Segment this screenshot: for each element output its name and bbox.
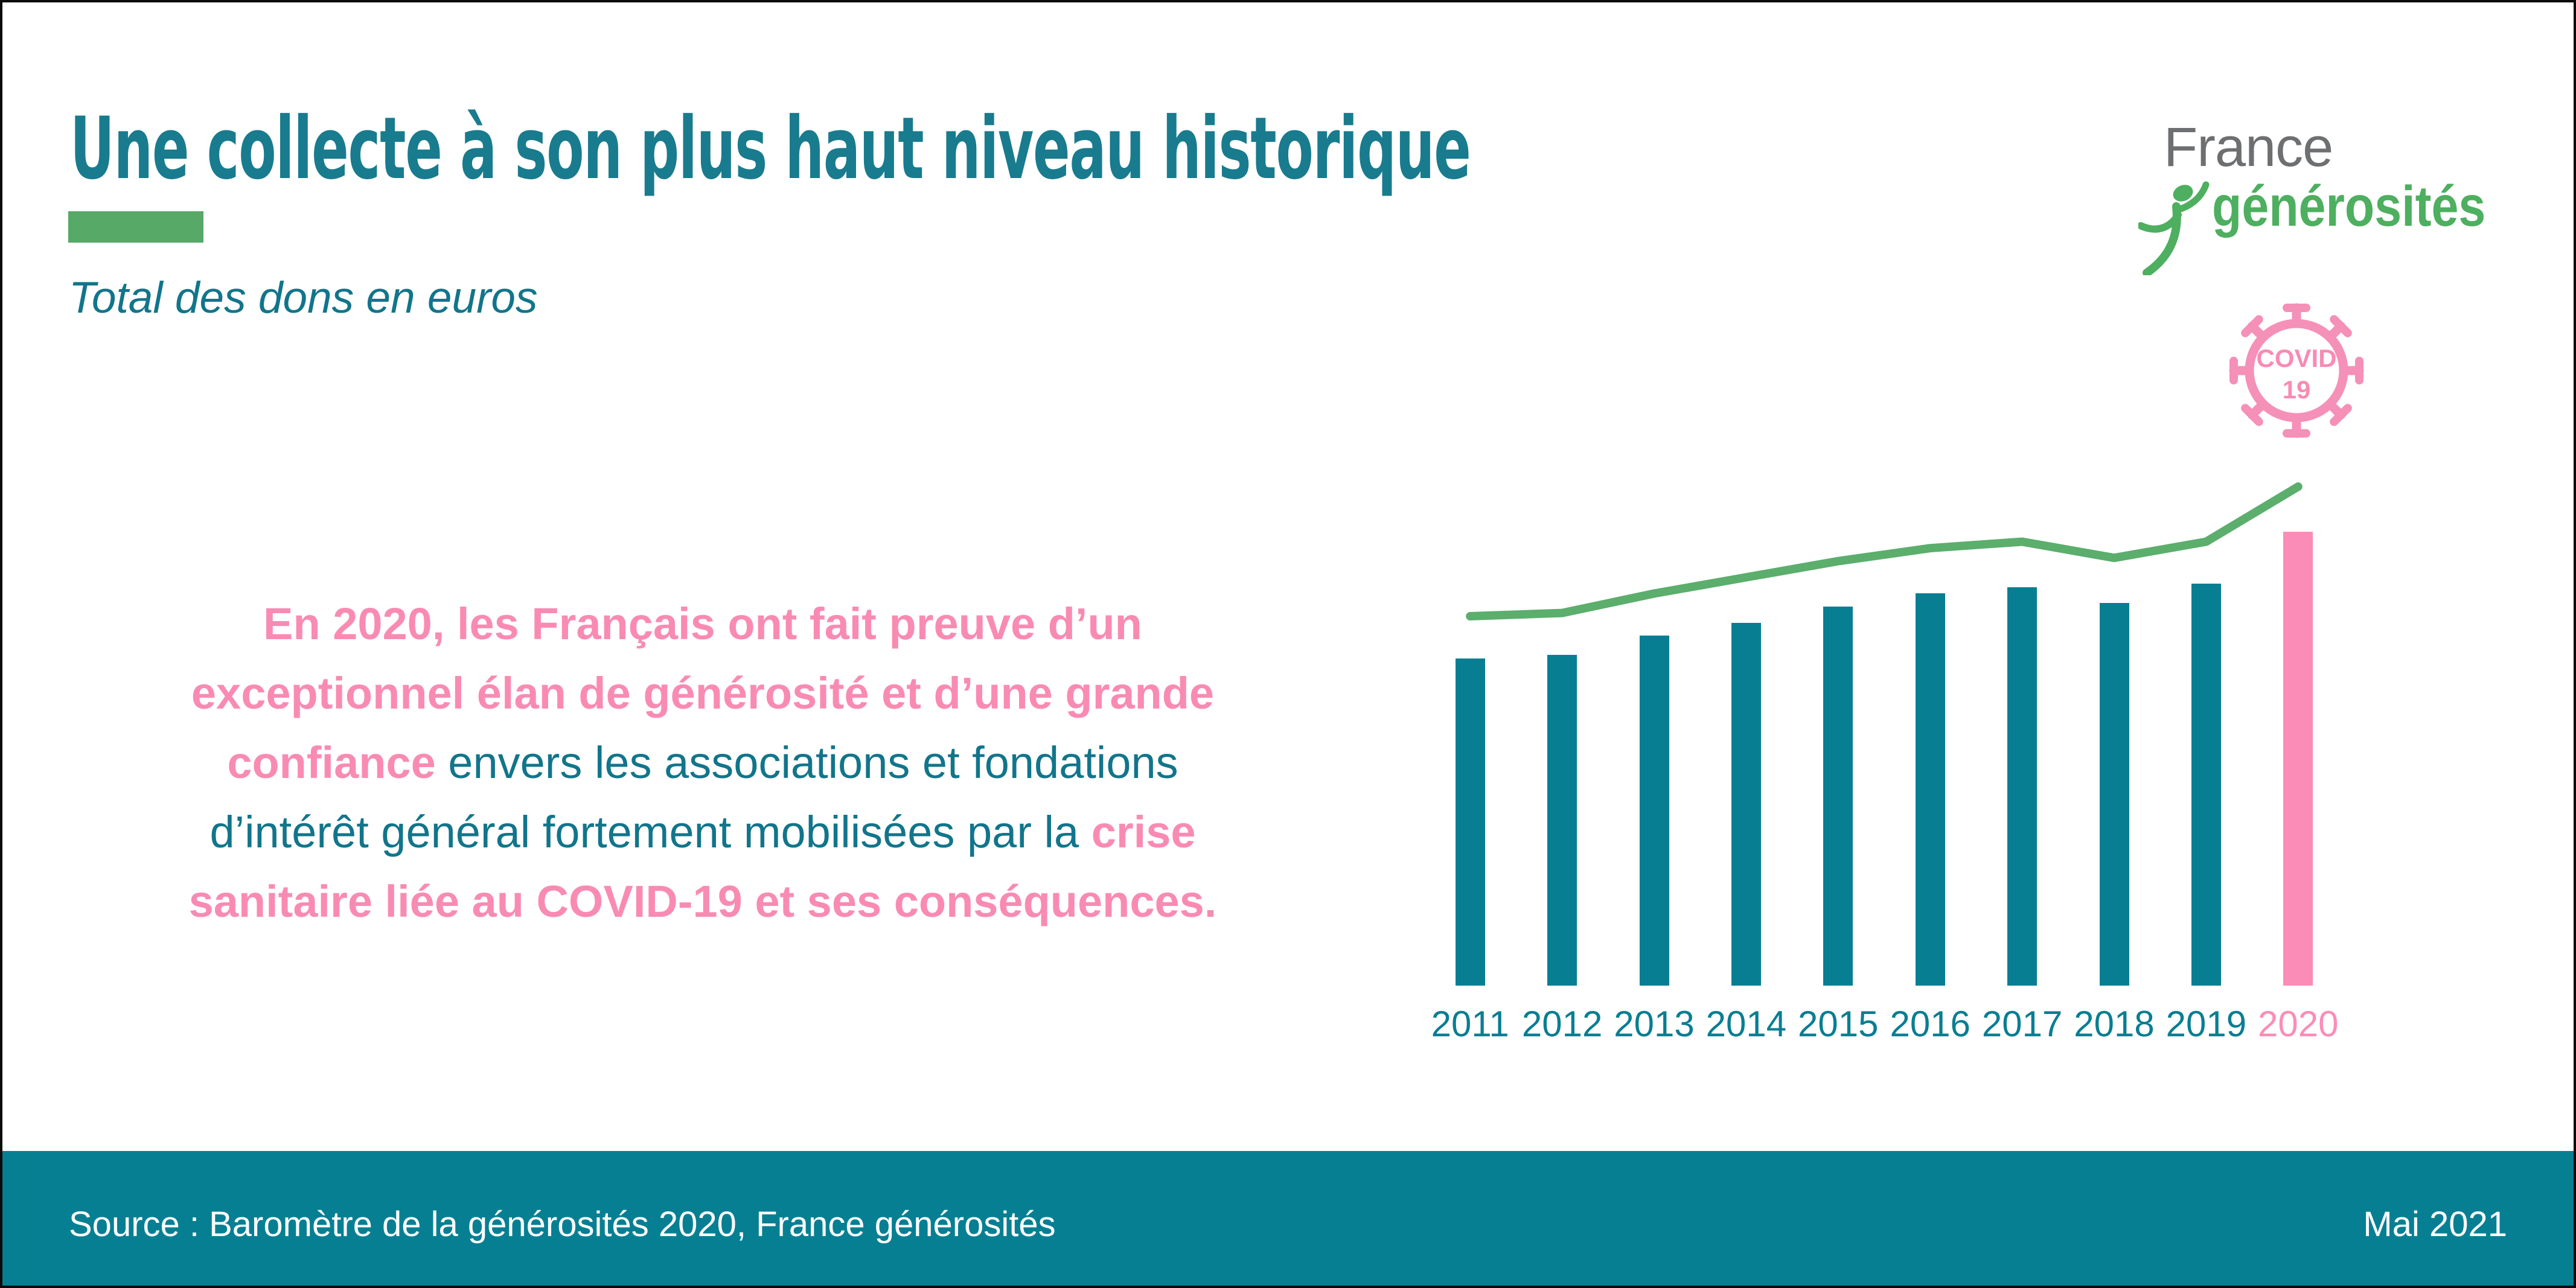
x-label-2019: 2019 xyxy=(2165,1004,2247,1044)
x-label-2020: 2020 xyxy=(2258,1004,2339,1044)
chart-x-axis-labels: 2011 2012 2013 2014 2015 2016 2017 2018 2019 2020 xyxy=(1424,1006,2344,1054)
source-text: Source : Baromètre de la générosités 202… xyxy=(69,1205,1056,1244)
lead-text-segment: sanitaire liée au COVID-19 et ses conséq… xyxy=(188,876,1217,926)
bar-2012 xyxy=(1547,655,1577,986)
title-underline-block xyxy=(68,211,203,243)
date-text: Mai 2021 xyxy=(2363,1205,2507,1244)
footer-band: Source : Baromètre de la générosités 202… xyxy=(2,1151,2574,1286)
bar-2018 xyxy=(2099,603,2129,986)
x-label-2016: 2016 xyxy=(1890,1004,1970,1044)
covid-badge-number: 19 xyxy=(2283,375,2311,404)
x-label-2013: 2013 xyxy=(1614,1004,1695,1044)
x-label-2014: 2014 xyxy=(1705,1004,1787,1044)
france-generosites-logo: France générosités xyxy=(2138,111,2525,286)
lead-text-segment: confiance xyxy=(227,738,436,788)
trend-line xyxy=(1466,482,2303,620)
logo-text-france: France xyxy=(2164,116,2333,178)
page-title: Une collecte à son plus haut niveau hist… xyxy=(70,99,1471,199)
covid-19-virus-icon: COVID 19 xyxy=(2229,303,2364,438)
lead-text-segment: exceptionnel élan de générosité et d’une… xyxy=(191,668,1215,718)
bar-2017 xyxy=(2007,587,2037,986)
bar-2011 xyxy=(1455,658,1485,986)
covid-badge-text: COVID xyxy=(2256,344,2336,372)
lead-text-segment: En 2020, les Français ont fait preuve d’… xyxy=(263,599,1142,649)
x-label-2015: 2015 xyxy=(1798,1004,1879,1044)
donations-chart xyxy=(1424,467,2344,986)
lead-text-segment: envers les associations et fondations xyxy=(435,738,1178,788)
lead-text-segment: crise xyxy=(1091,807,1196,857)
bar-2014 xyxy=(1731,623,1761,986)
logo-figure-icon xyxy=(2138,181,2210,275)
bar-2013 xyxy=(1639,636,1669,986)
logo-text-generosites: générosités xyxy=(2212,174,2486,238)
bar-2015 xyxy=(1823,607,1853,986)
lead-text-segment: d’intérêt général fortement mobilisées p… xyxy=(209,807,1091,857)
bar-2016 xyxy=(1915,593,1945,986)
chart-subtitle: Total des dons en euros xyxy=(69,273,538,322)
trend-polyline xyxy=(1466,482,2303,620)
x-label-2018: 2018 xyxy=(2074,1004,2155,1044)
bar-2020 xyxy=(2283,532,2313,986)
x-label-2017: 2017 xyxy=(1981,1004,2063,1044)
x-label-2011: 2011 xyxy=(1431,1004,1509,1044)
bar-2019 xyxy=(2191,584,2221,986)
x-label-2012: 2012 xyxy=(1521,1004,1603,1044)
lead-paragraph: En 2020, les Français ont fait preuve d’… xyxy=(75,589,1331,936)
